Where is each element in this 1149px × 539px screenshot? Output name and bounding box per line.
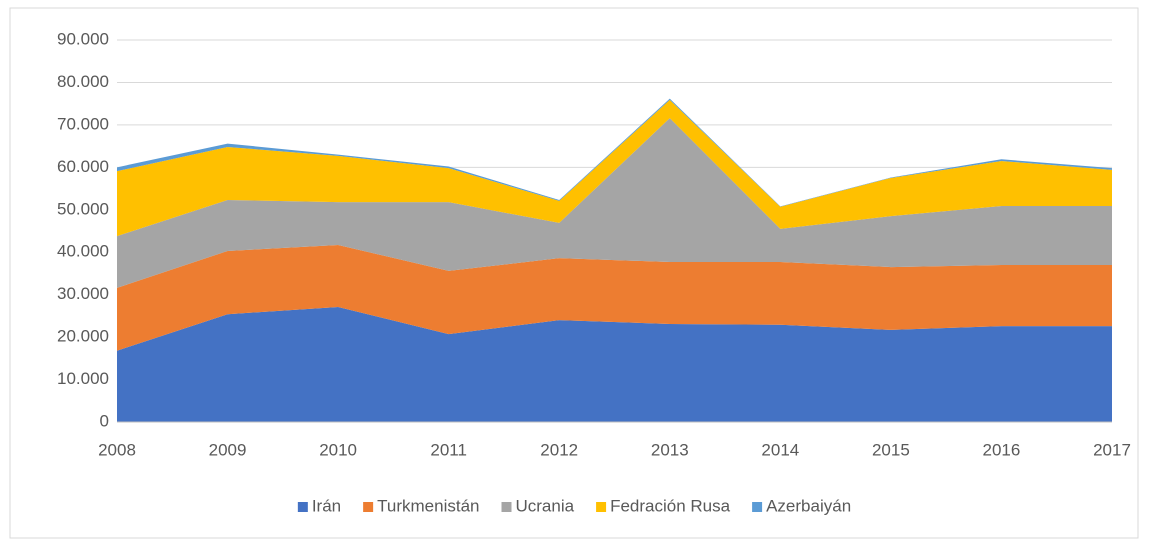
- x-tick-label: 2016: [983, 440, 1021, 459]
- x-tick-label: 2009: [209, 440, 247, 459]
- y-tick-label: 20.000: [57, 327, 109, 346]
- x-tick-label: 2008: [98, 440, 136, 459]
- legend-label: Irán: [312, 496, 341, 515]
- legend-swatch: [501, 502, 512, 512]
- legend-swatch: [596, 502, 607, 512]
- x-tick-label: 2017: [1093, 440, 1131, 459]
- x-tick-label: 2014: [761, 440, 799, 459]
- y-tick-label: 90.000: [57, 29, 109, 48]
- y-tick-label: 70.000: [57, 114, 109, 133]
- y-tick-label: 0: [100, 411, 109, 430]
- x-tick-label: 2010: [319, 440, 357, 459]
- legend-swatch: [752, 502, 763, 512]
- legend-swatch: [297, 502, 308, 512]
- y-tick-label: 40.000: [57, 242, 109, 261]
- legend-swatch: [363, 502, 374, 512]
- x-tick-label: 2015: [872, 440, 910, 459]
- x-tick-label: 2012: [540, 440, 578, 459]
- legend-label: Fedración Rusa: [610, 496, 731, 515]
- y-tick-label: 50.000: [57, 199, 109, 218]
- legend-label: Azerbaiyán: [766, 496, 851, 515]
- area: [117, 99, 1112, 237]
- area: [117, 118, 1112, 288]
- x-tick-label: 2013: [651, 440, 689, 459]
- area: [117, 306, 1112, 422]
- y-tick-label: 10.000: [57, 369, 109, 388]
- area: [117, 98, 1112, 207]
- legend-label: Turkmenistán: [377, 496, 479, 515]
- legend-label: Ucrania: [515, 496, 574, 515]
- y-tick-label: 60.000: [57, 157, 109, 176]
- x-tick-label: 2011: [430, 440, 467, 459]
- y-tick-label: 30.000: [57, 284, 109, 303]
- area: [117, 245, 1112, 351]
- y-tick-label: 80.000: [57, 72, 109, 91]
